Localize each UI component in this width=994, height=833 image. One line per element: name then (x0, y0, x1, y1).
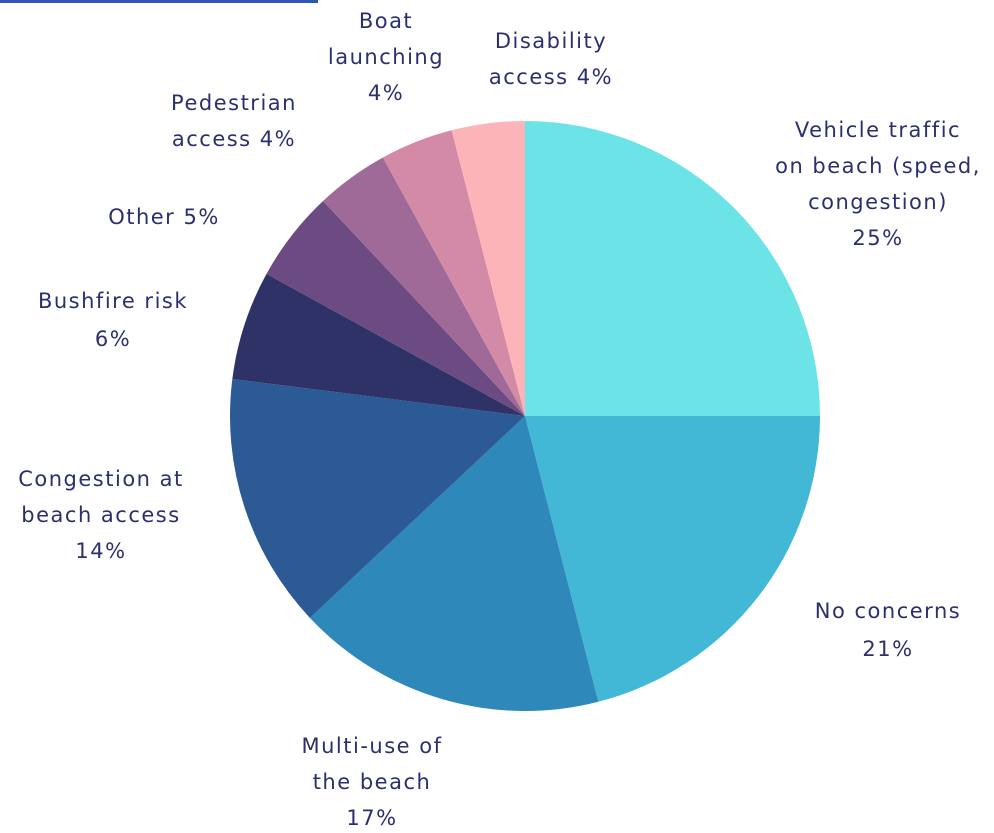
pie-label-line: Other 5% (108, 205, 220, 229)
pie-slice-7 (323, 157, 525, 417)
pie-label-line: access 4% (489, 65, 613, 89)
pie-label-line: Vehicle traffic (795, 118, 961, 142)
pie-slice-9 (451, 121, 525, 416)
pie-label-9: Disability access 4% (489, 29, 613, 89)
pie-slice-8 (382, 130, 525, 416)
cropped-title-fragment (0, 0, 318, 3)
pie-label-3: Multi-use of the beach 17% (302, 734, 443, 830)
pie-label-line: No concerns (815, 599, 961, 623)
pie-label-7: Pedestrian access 4% (171, 91, 297, 151)
pie-label-line: Disability (495, 29, 607, 53)
pie-slice-6 (266, 200, 525, 416)
pie-label-line: access 4% (172, 127, 296, 151)
pie-label-line: 4% (368, 81, 404, 105)
pie-label-line: congestion) (808, 190, 948, 214)
pie-label-line: beach access (21, 503, 180, 527)
pie-label-1: Vehicle traffic on beach (speed, congestio… (775, 118, 981, 250)
pie-label-8: Boat launching 4% (328, 9, 444, 105)
pie-label-6: Other 5% (108, 205, 220, 229)
pie-label-line: Multi-use of (302, 734, 443, 758)
pie-labels: Vehicle traffic on beach (speed, congestio… (18, 9, 981, 830)
pie-label-line: Congestion at (18, 467, 184, 491)
pie-label-line: 17% (346, 806, 397, 830)
pie-slice-2 (525, 416, 820, 702)
pie-label-line: Bushfire risk (38, 289, 188, 313)
pie-slice-4 (230, 379, 525, 618)
pie-slices (230, 121, 820, 711)
pie-label-line: launching (328, 45, 444, 69)
pie-slice-5 (232, 273, 525, 416)
pie-label-4: Congestion at beach access 14% (18, 467, 184, 563)
pie-slice-3 (309, 416, 599, 711)
pie-label-line: Boat (359, 9, 413, 33)
pie-label-2: No concerns 21% (815, 599, 961, 661)
pie-label-5: Bushfire risk 6% (38, 289, 188, 351)
pie-label-line: 25% (852, 226, 903, 250)
pie-label-line: 6% (95, 327, 131, 351)
pie-label-line: the beach (313, 770, 432, 794)
pie-label-line: 14% (75, 539, 126, 563)
pie-label-line: on beach (speed, (775, 154, 981, 178)
pie-slice-1 (525, 121, 820, 416)
pie-label-line: Pedestrian (171, 91, 297, 115)
pie-label-line: 21% (862, 637, 913, 661)
